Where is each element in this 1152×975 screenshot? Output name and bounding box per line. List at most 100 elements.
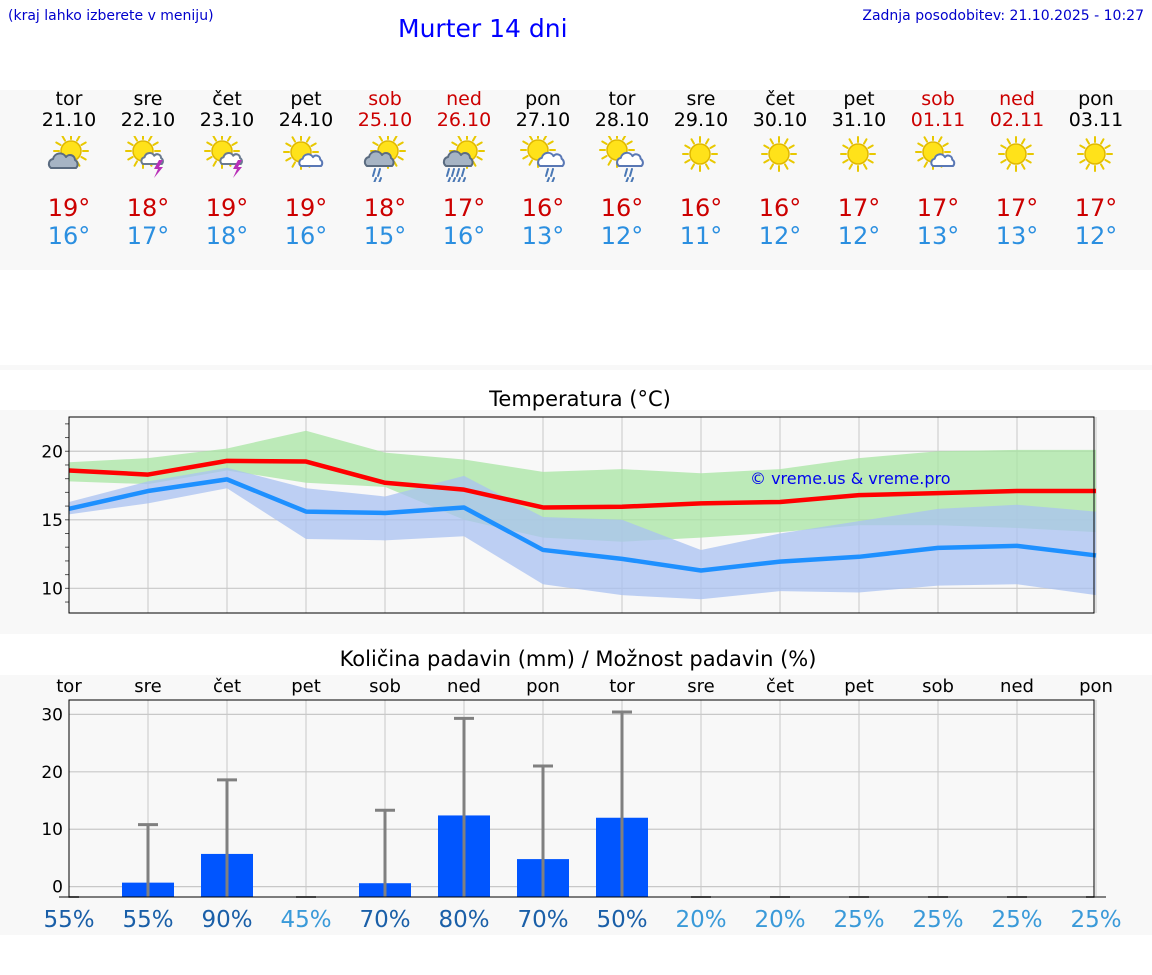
x-category-label: pon (1079, 676, 1113, 697)
sun-icon (1077, 136, 1113, 172)
x-category-label: čet (766, 676, 794, 697)
date-label: 30.10 (752, 109, 808, 131)
last-updated: Zadnja posodobitev: 21.10.2025 - 10:27 (862, 8, 1144, 24)
date-label: 26.10 (436, 109, 492, 131)
sun-icon (682, 136, 718, 172)
sun-icon (761, 136, 797, 172)
page-title: Murter 14 dni (398, 14, 568, 43)
day-column: pet 31.10 17° 12° (819, 89, 899, 250)
day-column: čet 23.10 19° 18° (187, 89, 267, 250)
weekday-label: pet (290, 88, 322, 110)
x-category-label: tor (609, 676, 635, 697)
forecast-band (0, 90, 1152, 270)
weekday-label: čet (212, 88, 242, 110)
weekday-label: pet (843, 88, 875, 110)
date-label: 25.10 (357, 109, 413, 131)
x-category-label: pet (291, 676, 321, 697)
precip-probability: 25% (991, 907, 1042, 933)
min-temp: 16° (284, 222, 328, 250)
precip-probability: 80% (438, 907, 489, 933)
weekday-label: pon (1078, 88, 1114, 110)
max-temp: 18° (126, 194, 170, 222)
precip-probability: 55% (122, 907, 173, 933)
day-column: čet 30.10 16° 12° (740, 89, 820, 250)
max-temp: 19° (284, 194, 328, 222)
precip-probability: 45% (280, 907, 331, 933)
weekday-label: pon (525, 88, 561, 110)
weekday-label: čet (765, 88, 795, 110)
sun-small-cloud-icon (915, 136, 956, 170)
date-label: 21.10 (41, 109, 97, 131)
date-label: 31.10 (831, 109, 887, 131)
y-tick-label: 10 (41, 820, 63, 840)
min-temp: 16° (442, 222, 486, 250)
weekday-label: sre (133, 88, 163, 110)
precip-probability: 25% (1070, 907, 1121, 933)
precip-probability: 90% (201, 907, 252, 933)
max-temp: 16° (521, 194, 565, 222)
max-temp: 17° (995, 194, 1039, 222)
precip-probability: 55% (43, 907, 94, 933)
weekday-label: sob (368, 88, 402, 110)
precip-probability: 25% (833, 907, 884, 933)
x-category-label: ned (447, 676, 481, 697)
precip-probability: 20% (754, 907, 805, 933)
sun-heavy-rain-icon (442, 136, 485, 182)
sun-icon (998, 136, 1034, 172)
day-column: tor 28.10 16° 12° (582, 89, 662, 250)
day-column: pon 27.10 16° 13° (503, 89, 583, 250)
day-column: pet 24.10 19° 16° (266, 89, 346, 250)
min-temp: 13° (521, 222, 565, 250)
max-temp: 17° (837, 194, 881, 222)
temp-chart-title: Temperatura (°C) (489, 387, 671, 411)
date-label: 24.10 (278, 109, 334, 131)
precip-probability: 50% (596, 907, 647, 933)
x-category-label: sre (134, 676, 161, 697)
y-tick-label: 30 (41, 705, 63, 725)
min-temp: 12° (600, 222, 644, 250)
x-category-label: čet (213, 676, 241, 697)
y-tick-label: 0 (52, 878, 63, 898)
max-temp: 19° (47, 194, 91, 222)
precip-probability: 70% (517, 907, 568, 933)
precip-chart-title: Količina padavin (mm) / Možnost padavin … (339, 647, 817, 671)
weekday-label: tor (608, 88, 636, 110)
date-label: 29.10 (673, 109, 729, 131)
sun-cloud-icon (47, 136, 89, 169)
precip-probability: 70% (359, 907, 410, 933)
day-column: ned 26.10 17° 16° (424, 89, 504, 250)
min-temp: 15° (363, 222, 407, 250)
date-label: 23.10 (199, 109, 255, 131)
day-column: pon 03.11 17° 12° (1056, 89, 1136, 250)
sun-cloud-rain-icon (599, 136, 644, 182)
precip-probability: 25% (912, 907, 963, 933)
x-category-label: tor (56, 676, 82, 697)
max-range-band (69, 430, 1096, 542)
sun-cloud-rain-icon (520, 136, 565, 182)
temperature-chart: 10 15 20 © vreme.us & vreme.pro (41, 416, 1097, 614)
max-temp: 19° (205, 194, 249, 222)
sun-small-cloud-icon (283, 136, 324, 170)
date-label: 28.10 (594, 109, 650, 131)
location-hint: (kraj lahko izberete v meniju) (8, 8, 214, 24)
max-temp: 17° (442, 194, 486, 222)
day-column: tor 21.10 19° 16° (29, 89, 109, 250)
date-label: 22.10 (120, 109, 176, 131)
y-tick-label: 10 (41, 579, 63, 599)
day-column: sre 22.10 18° 17° (108, 89, 188, 250)
precipitation-chart: tor sre čet pet sob ned pon tor sre čet pet sob ned p… (41, 676, 1121, 933)
max-temp: 16° (679, 194, 723, 222)
min-temp: 13° (916, 222, 960, 250)
x-category-label: ned (1000, 676, 1034, 697)
weekday-label: ned (446, 88, 482, 110)
sun-rain-icon (363, 136, 406, 182)
min-temp: 17° (126, 222, 170, 250)
min-range-band (69, 467, 1096, 600)
plot-frame (68, 699, 1095, 898)
weekday-label: ned (999, 88, 1035, 110)
sun-thunder-icon (204, 136, 243, 178)
weekday-label: tor (55, 88, 83, 110)
x-category-label: sob (922, 676, 954, 697)
min-temp: 12° (1074, 222, 1118, 250)
y-tick-label: 20 (41, 442, 63, 462)
